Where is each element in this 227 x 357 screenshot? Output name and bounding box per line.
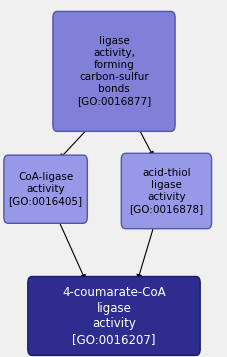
FancyBboxPatch shape [28, 276, 199, 355]
Text: acid-thiol
ligase
activity
[GO:0016878]: acid-thiol ligase activity [GO:0016878] [129, 168, 203, 214]
FancyBboxPatch shape [121, 154, 211, 228]
FancyBboxPatch shape [4, 155, 87, 223]
Text: CoA-ligase
activity
[GO:0016405]: CoA-ligase activity [GO:0016405] [8, 172, 82, 206]
Text: 4-coumarate-CoA
ligase
activity
[GO:0016207]: 4-coumarate-CoA ligase activity [GO:0016… [62, 286, 165, 346]
FancyBboxPatch shape [53, 11, 174, 131]
Text: ligase
activity,
forming
carbon-sulfur
bonds
[GO:0016877]: ligase activity, forming carbon-sulfur b… [76, 36, 151, 106]
